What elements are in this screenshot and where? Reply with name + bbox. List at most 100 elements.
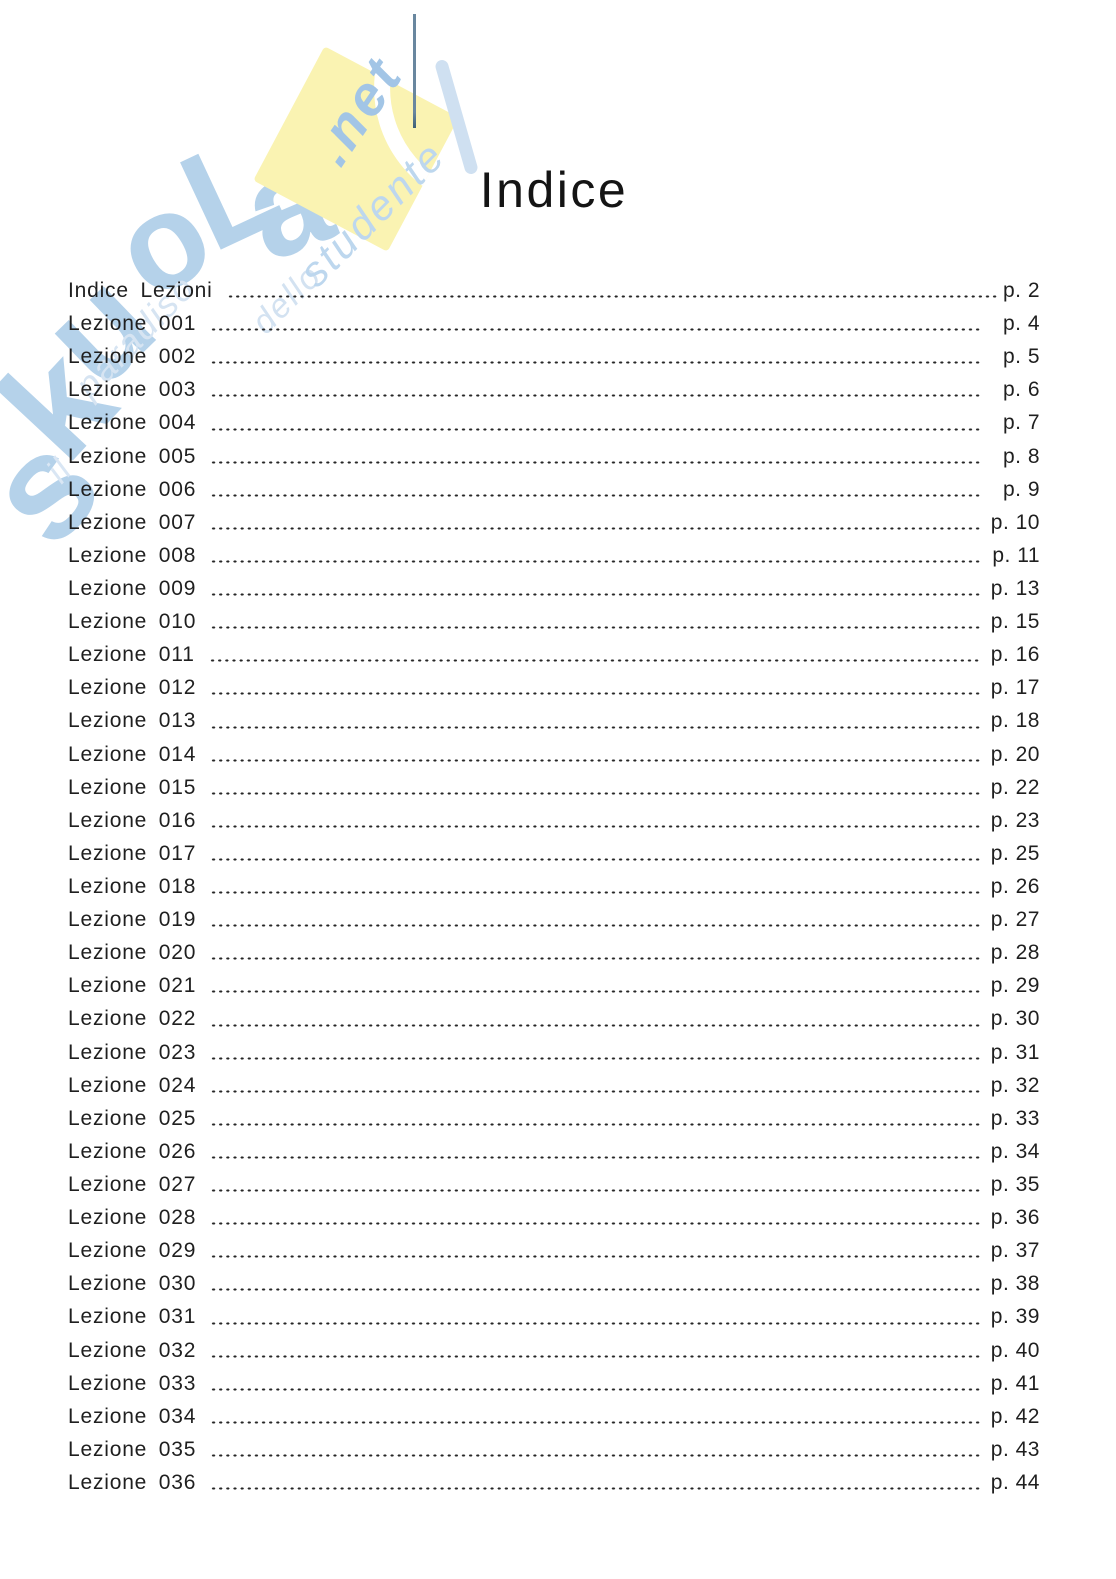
toc-entry-label: Lezione 021 (68, 974, 197, 998)
dot-leader (210, 492, 980, 498)
toc-row[interactable]: Lezione 006 p. 9 (68, 473, 1040, 506)
toc-row[interactable]: Lezione 015 p. 22 (68, 771, 1040, 804)
toc-entry-page: p. 29 (990, 974, 1040, 998)
dot-leader (210, 1254, 980, 1260)
toc-row[interactable]: Lezione 014 p. 20 (68, 738, 1040, 771)
toc-entry-page: p. 4 (1002, 312, 1040, 336)
toc-entry-page: p. 17 (990, 676, 1040, 700)
toc-entry-label: Lezione 019 (68, 908, 197, 932)
toc-row[interactable]: Lezione 004 p. 7 (68, 406, 1040, 439)
toc-entry-label: Lezione 004 (68, 411, 197, 435)
toc-entry-page: p. 28 (990, 941, 1040, 965)
toc-entry-label: Lezione 014 (68, 742, 197, 766)
toc-row[interactable]: Lezione 017 p. 25 (68, 837, 1040, 870)
toc-entry-page: p. 37 (990, 1239, 1040, 1263)
toc-entry-label: Lezione 008 (68, 543, 197, 567)
toc-row[interactable]: Lezione 019 p. 27 (68, 903, 1040, 936)
dot-leader (210, 1419, 980, 1425)
toc-row[interactable]: Lezione 021 p. 29 (68, 969, 1040, 1002)
toc-row[interactable]: Lezione 029 p. 37 (68, 1234, 1040, 1267)
toc-row[interactable]: Lezione 030 p. 38 (68, 1267, 1040, 1300)
dot-leader (210, 823, 980, 829)
toc-row[interactable]: Lezione 033 p. 41 (68, 1367, 1040, 1400)
toc-entry-label: Lezione 001 (68, 312, 197, 336)
toc-entry-label: Lezione 012 (68, 676, 197, 700)
toc-row[interactable]: Lezione 023 p. 31 (68, 1036, 1040, 1069)
toc-row[interactable]: Lezione 013 p. 18 (68, 704, 1040, 737)
toc-row[interactable]: Lezione 026 p. 34 (68, 1135, 1040, 1168)
toc-entry-label: Lezione 029 (68, 1239, 197, 1263)
dot-leader (210, 393, 980, 399)
dot-leader (210, 956, 980, 962)
toc-entry-page: p. 33 (990, 1106, 1040, 1130)
caret-line (413, 14, 416, 128)
toc-entry-label: Lezione 018 (68, 874, 197, 898)
toc-row[interactable]: Lezione 022 p. 30 (68, 1002, 1040, 1035)
toc-row[interactable]: Lezione 025 p. 33 (68, 1102, 1040, 1135)
dot-leader (210, 1353, 980, 1359)
toc-entry-page: p. 31 (990, 1040, 1040, 1064)
toc-row[interactable]: Lezione 011 p. 16 (68, 638, 1040, 671)
toc-row[interactable]: Lezione 034 p. 42 (68, 1400, 1040, 1433)
toc-row[interactable]: Lezione 012 p. 17 (68, 671, 1040, 704)
toc-entry-label: Lezione 030 (68, 1272, 197, 1296)
dot-leader (210, 625, 980, 631)
index-content: Indice Indice Lezioni p. 2 Lezione 001 p… (68, 0, 1040, 1499)
toc-entry-label: Lezione 017 (68, 841, 197, 865)
toc-entry-label: Lezione 015 (68, 775, 197, 799)
dot-leader (210, 1088, 980, 1094)
toc-entry-page: p. 23 (990, 808, 1040, 832)
toc-row[interactable]: Lezione 009 p. 13 (68, 572, 1040, 605)
toc-row[interactable]: Lezione 003 p. 6 (68, 373, 1040, 406)
toc-entry-page: p. 42 (990, 1404, 1040, 1428)
dot-leader (210, 1154, 980, 1160)
dot-leader (210, 1386, 980, 1392)
toc-row[interactable]: Lezione 036 p. 44 (68, 1466, 1040, 1499)
dot-leader (210, 890, 980, 896)
toc-list: Indice Lezioni p. 2 Lezione 001 p. 4 Lez… (68, 274, 1040, 1499)
toc-entry-page: p. 26 (990, 874, 1040, 898)
toc-entry-label: Lezione 011 (68, 643, 195, 667)
toc-row[interactable]: Lezione 032 p. 40 (68, 1334, 1040, 1367)
toc-entry-page: p. 18 (990, 709, 1040, 733)
dot-leader (210, 724, 980, 730)
toc-row[interactable]: Lezione 002 p. 5 (68, 340, 1040, 373)
toc-row[interactable]: Indice Lezioni p. 2 (68, 274, 1040, 307)
toc-row[interactable]: Lezione 024 p. 32 (68, 1069, 1040, 1102)
toc-entry-page: p. 6 (1002, 378, 1040, 402)
toc-row[interactable]: Lezione 016 p. 23 (68, 804, 1040, 837)
toc-row[interactable]: Lezione 035 p. 43 (68, 1433, 1040, 1466)
toc-entry-page: p. 9 (1002, 477, 1040, 501)
toc-entry-label: Lezione 027 (68, 1172, 197, 1196)
toc-row[interactable]: Lezione 005 p. 8 (68, 440, 1040, 473)
toc-entry-page: p. 5 (1002, 345, 1040, 369)
toc-row[interactable]: Lezione 007 p. 10 (68, 506, 1040, 539)
toc-entry-page: p. 43 (990, 1437, 1040, 1461)
toc-row[interactable]: Lezione 018 p. 26 (68, 870, 1040, 903)
toc-entry-page: p. 11 (992, 543, 1040, 567)
toc-entry-label: Lezione 013 (68, 709, 197, 733)
page-title: Indice (479, 162, 629, 218)
dot-leader (210, 691, 980, 697)
toc-row[interactable]: Lezione 027 p. 35 (68, 1168, 1040, 1201)
toc-entry-label: Lezione 032 (68, 1338, 197, 1362)
dot-leader (210, 923, 980, 929)
toc-row[interactable]: Lezione 001 p. 4 (68, 307, 1040, 340)
toc-entry-page: p. 38 (990, 1272, 1040, 1296)
toc-entry-page: p. 36 (990, 1206, 1040, 1230)
toc-row[interactable]: Lezione 031 p. 39 (68, 1300, 1040, 1333)
dot-leader (210, 327, 980, 333)
dot-leader (210, 1320, 980, 1326)
toc-entry-page: p. 25 (990, 841, 1040, 865)
toc-row[interactable]: Lezione 020 p. 28 (68, 936, 1040, 969)
toc-entry-label: Lezione 033 (68, 1371, 197, 1395)
toc-row[interactable]: Lezione 010 p. 15 (68, 605, 1040, 638)
dot-leader (210, 757, 980, 763)
dot-leader (210, 525, 980, 531)
toc-entry-page: p. 16 (990, 643, 1040, 667)
dot-leader (210, 592, 980, 598)
toc-row[interactable]: Lezione 008 p. 11 (68, 539, 1040, 572)
toc-row[interactable]: Lezione 028 p. 36 (68, 1201, 1040, 1234)
toc-entry-label: Lezione 035 (68, 1437, 197, 1461)
dot-leader (210, 1486, 980, 1492)
